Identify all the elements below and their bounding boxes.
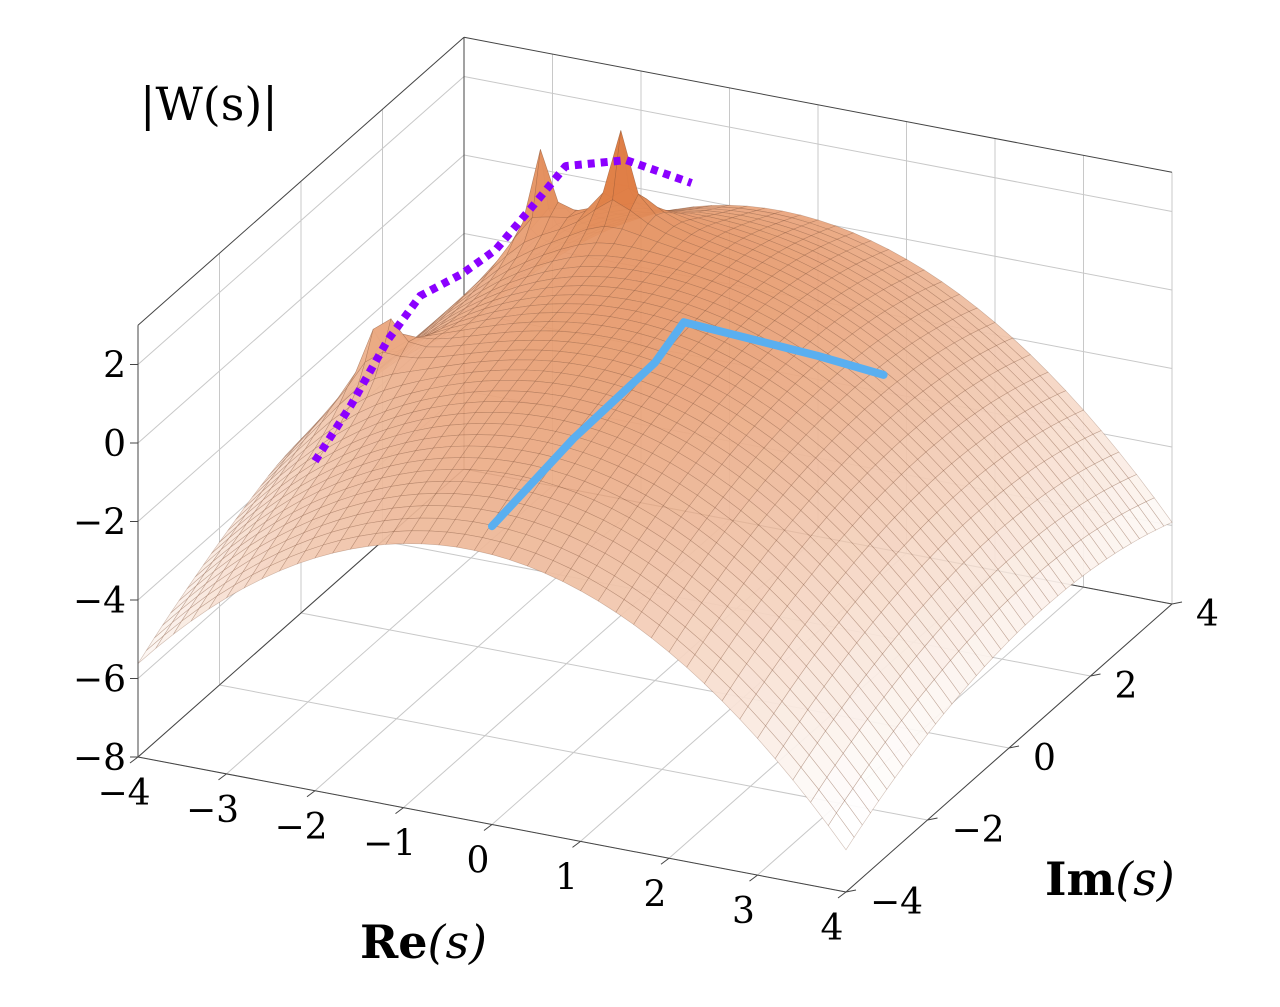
box-edge: [463, 36, 1173, 173]
x-tick-label: 2: [644, 874, 667, 915]
x-tick-mark: [749, 874, 758, 882]
curve-layer: [311, 156, 888, 531]
x-tick-label: −1: [363, 824, 416, 865]
y-tick-mark: [1171, 601, 1183, 605]
surface-patch: [917, 689, 945, 725]
x-tick-label: −4: [97, 773, 150, 814]
x-tick-label: −2: [274, 807, 327, 848]
x-tick-mark: [660, 857, 670, 865]
surface-patch: [1121, 509, 1148, 540]
z-tick-label: −8: [73, 738, 126, 779]
y-tick-mark: [1090, 673, 1101, 677]
x-axis-label-main: Re: [360, 915, 428, 969]
y-tick-mark: [845, 889, 857, 893]
surface-patch: [827, 812, 855, 851]
x-tick-label: 0: [467, 841, 490, 882]
surface-mesh: [137, 130, 1173, 851]
y-tick-label: −4: [870, 882, 923, 923]
x-tick-mark: [129, 756, 139, 764]
surface-patch: [1113, 513, 1140, 544]
z-tick-label: −4: [73, 581, 126, 622]
surface-patch: [1007, 592, 1034, 626]
y-tick-mark: [1008, 745, 1020, 749]
surface-patch: [1088, 528, 1116, 560]
surface-patch: [612, 130, 639, 211]
z-tick-label: 2: [103, 346, 126, 387]
x-tick-label: 4: [821, 908, 844, 949]
left-wall-gridline-z: [137, 233, 465, 522]
x-tick-mark: [837, 891, 847, 899]
surface-patch: [942, 659, 969, 695]
x-tick-mark: [218, 773, 227, 781]
dotted-curve: [311, 156, 693, 464]
box-edge: [137, 36, 465, 326]
surface-patch: [982, 616, 1010, 650]
axis-box-front: [129, 325, 1183, 899]
y-tick-label: 0: [1033, 738, 1056, 779]
x-tick-mark: [483, 824, 493, 831]
left-wall-gridline-z: [137, 154, 465, 444]
surface-patch: [999, 600, 1026, 634]
solid-curve: [488, 318, 888, 531]
x-tick-mark: [306, 790, 316, 798]
x-tick-mark: [395, 807, 404, 815]
tick-labels: −4 −3 −2 −1 0 1 2 3 4 −4 −2 0 2 4 −8 −6 −4 −2 0 2: [73, 346, 1219, 950]
x-axis-label: Re(s): [360, 915, 487, 969]
surface-patch: [1031, 570, 1059, 604]
y-tick-mark: [927, 817, 938, 821]
surface-patch: [901, 709, 928, 746]
y-tick-label: 2: [1115, 666, 1138, 707]
x-axis-label-arg: (s): [428, 915, 488, 969]
surface-patch: [1039, 564, 1067, 597]
surface-patch: [860, 764, 888, 802]
x-tick-mark: [572, 840, 581, 848]
z-tick-label: −6: [73, 660, 126, 701]
y-tick-label: −2: [952, 810, 1005, 851]
z-axis-label: |W(s)|: [140, 77, 278, 131]
left-wall-gridline-z: [137, 76, 465, 365]
y-axis-label-arg: (s): [1115, 852, 1175, 906]
y-tick-label: 4: [1196, 594, 1219, 635]
z-tick-label: 0: [103, 424, 126, 465]
x-tick-label: 1: [555, 857, 578, 898]
y-axis-label-main: Im: [1045, 852, 1115, 906]
y-axis-label: Im(s): [1045, 852, 1175, 906]
surface-patch: [836, 800, 863, 838]
z-tick-label: −2: [73, 503, 126, 544]
back-wall-gridline-z: [463, 76, 1173, 212]
surface-patch: [1064, 545, 1091, 577]
x-tick-label: −3: [186, 790, 239, 831]
x-tick-label: 3: [732, 891, 755, 932]
